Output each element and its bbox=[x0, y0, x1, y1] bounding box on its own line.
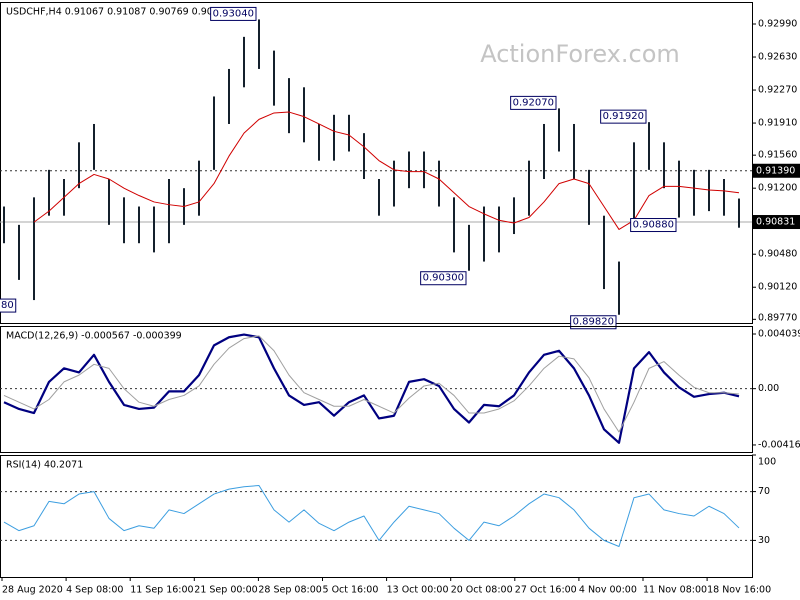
y-tick-label: 0.89770 bbox=[758, 313, 797, 324]
panel-frame bbox=[0, 2, 753, 324]
panel-frame bbox=[0, 326, 753, 453]
y-tick-label: -0.00416 bbox=[758, 439, 800, 450]
annotation-text: 0.89820 bbox=[573, 317, 614, 328]
y-tick-label: 0.92270 bbox=[758, 85, 797, 96]
x-tick-label: 20 Oct 08:00 bbox=[451, 585, 513, 596]
watermark: ActionForex.com bbox=[480, 40, 680, 68]
x-tick-label: 13 Oct 00:00 bbox=[387, 585, 449, 596]
annotation-text: 0.90300 bbox=[423, 273, 464, 284]
x-tick-label: 4 Sep 08:00 bbox=[66, 585, 123, 596]
x-tick-label: 21 Sep 00:00 bbox=[194, 585, 257, 596]
annotation-box bbox=[570, 315, 617, 330]
level-label: 0.90831 bbox=[756, 217, 795, 228]
y-tick-label: 0.91910 bbox=[758, 118, 797, 129]
x-tick-label: 27 Oct 16:00 bbox=[515, 585, 577, 596]
edge-annotation-box bbox=[0, 298, 17, 313]
level-box bbox=[753, 163, 800, 178]
x-tick-label: 28 Sep 08:00 bbox=[258, 585, 321, 596]
panel-title: USDCHF,H4 0.91067 0.91087 0.90769 0.9083… bbox=[6, 7, 231, 18]
annotation-box bbox=[510, 95, 557, 110]
level-label: 0.91390 bbox=[756, 165, 795, 176]
y-tick-label: 0.90120 bbox=[758, 282, 797, 293]
x-tick-label: 11 Sep 16:00 bbox=[130, 585, 193, 596]
y-tick-label: 30 bbox=[758, 535, 770, 546]
annotation-text: 0.92070 bbox=[513, 97, 554, 108]
y-tick-label: 0.00 bbox=[758, 383, 779, 394]
y-tick-label: 0.91560 bbox=[758, 150, 797, 161]
x-tick-label: 18 Nov 16:00 bbox=[707, 585, 771, 596]
annotation-box bbox=[630, 218, 677, 233]
x-tick-label: 4 Nov 00:00 bbox=[579, 585, 637, 596]
level-box bbox=[753, 215, 800, 230]
y-tick-label: 0.92630 bbox=[758, 52, 797, 63]
y-tick-label: 100 bbox=[758, 457, 776, 468]
panel-title: MACD(12,26,9) -0.000567 -0.000399 bbox=[6, 331, 182, 342]
annotation-box bbox=[600, 109, 647, 124]
annotation-text: 0.93040 bbox=[213, 8, 254, 19]
moving-average bbox=[33, 111, 740, 230]
y-tick-label: 70 bbox=[758, 486, 770, 497]
panel-title: RSI(14) 40.2071 bbox=[6, 460, 83, 471]
y-tick-label: 0.91200 bbox=[758, 183, 797, 194]
annotation-box bbox=[420, 271, 467, 286]
x-tick-label: 11 Nov 08:00 bbox=[643, 585, 707, 596]
indicator-line bbox=[3, 485, 740, 547]
y-tick-label: 0.92990 bbox=[758, 19, 797, 30]
x-tick-label: 5 Oct 16:00 bbox=[323, 585, 379, 596]
y-tick-label: 0.90480 bbox=[758, 249, 797, 260]
edge-annotation-text: 80 bbox=[1, 300, 14, 311]
indicator-line bbox=[3, 335, 740, 433]
panel-frame bbox=[0, 455, 753, 578]
y-tick-label: 0.004039 bbox=[758, 328, 800, 339]
annotation-text: 0.91920 bbox=[603, 111, 644, 122]
annotation-box bbox=[210, 6, 257, 21]
x-tick-label: 28 Aug 2020 bbox=[2, 585, 63, 596]
annotation-text: 0.90880 bbox=[633, 220, 674, 231]
indicator-line bbox=[3, 333, 740, 444]
